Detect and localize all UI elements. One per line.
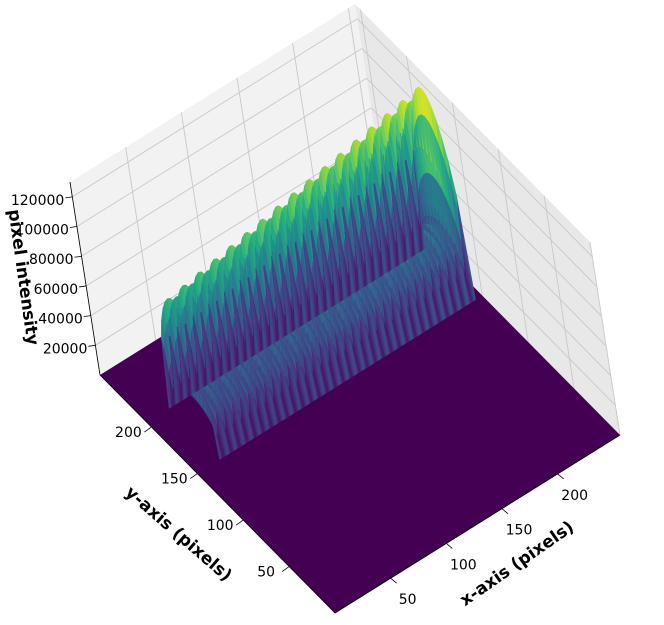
grid-line-y [451,102,483,296]
grid-line-z [90,137,377,316]
axes: 50 100 150 200 50 100 150 200 20000 40000 60000 800… [11,181,621,614]
z-tick [88,344,96,347]
grid-line-z [76,48,363,227]
z-tick-label: 80000 [29,252,74,268]
z-axis-line [69,181,101,376]
grid-line-y [589,241,621,436]
z-tick-label: 120000 [11,193,64,209]
y-axis-line [99,374,336,614]
z-tick [65,196,73,199]
z-tick [74,255,82,258]
y-tick-label: 50 [257,565,275,581]
y-tick-label: 100 [207,518,234,534]
z-tick [83,315,91,318]
back-pane-xz [70,4,385,375]
y-tick [190,473,198,479]
grid-line-z [72,18,358,198]
y-axis-label: y-axis (pixels) [121,483,236,586]
surface-patch [220,356,223,377]
x-tick-label: 100 [450,557,477,573]
x-tick [390,577,397,584]
z-tick-label: 100000 [15,223,68,239]
y-tick [235,519,244,526]
grid-line-z [81,77,367,257]
grid-line-y [543,195,575,389]
x-axis-line [334,434,621,614]
z-tick-label: 20000 [43,341,88,357]
grid-line-z [361,48,598,287]
surface-mesh [100,86,620,613]
surface-patch [161,338,171,409]
z-tick-label: 60000 [34,282,79,298]
x-tick [501,508,509,515]
x-tick [446,543,453,549]
grid-line-x [125,147,157,341]
grid-line-z [85,107,372,287]
x-tick-label: 150 [506,523,533,539]
z-tick-label: 40000 [38,312,83,328]
z-tick [79,285,87,288]
y-tick-label: 200 [115,425,142,441]
y-tick [144,426,152,433]
x-tick-label: 50 [399,592,417,608]
x-tick [557,473,564,480]
z-tick [69,226,77,228]
y-tick [281,566,290,572]
y-tick-label: 150 [161,472,188,488]
grid-line-y [497,148,529,343]
grid-line-z [356,18,593,258]
x-tick-label: 200 [561,488,588,504]
